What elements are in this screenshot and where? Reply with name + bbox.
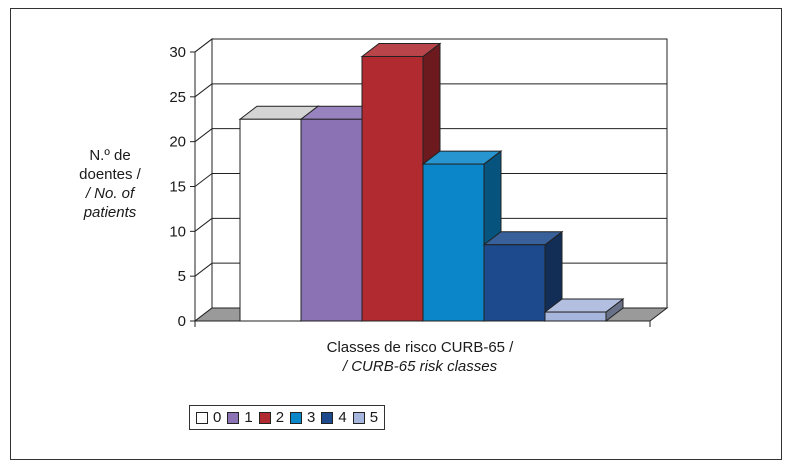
y-tick-label-0: 0 bbox=[178, 313, 186, 330]
legend-label-2: 2 bbox=[275, 409, 285, 426]
y-tick-label-1: 5 bbox=[178, 268, 186, 285]
x-axis-label-line1: Classes de risco CURB-65 / bbox=[326, 339, 514, 356]
legend-label-3: 3 bbox=[307, 409, 316, 426]
legend-item-2: 2 bbox=[258, 409, 285, 426]
legend-swatch-3 bbox=[290, 411, 303, 424]
legend-swatch-1 bbox=[227, 411, 240, 424]
legend-item-0: 0 bbox=[196, 409, 221, 426]
legend-item-5: 5 bbox=[352, 409, 379, 426]
gridline-side-3 bbox=[194, 173, 213, 187]
bar-2 bbox=[361, 55, 424, 322]
y-tick-label-4: 20 bbox=[169, 134, 186, 151]
y-axis-label: N.º de doentes / / No. of patients bbox=[55, 146, 165, 222]
gridline-side-6 bbox=[194, 38, 213, 53]
legend-label-5: 5 bbox=[369, 409, 379, 426]
legend-swatch-2 bbox=[258, 411, 271, 424]
y-axis-label-line1: N.º de bbox=[89, 147, 131, 164]
y-axis-label-line4: patients bbox=[83, 204, 137, 221]
legend: 0 1 2 3 4 5 bbox=[189, 405, 386, 430]
chart-frame bbox=[10, 8, 782, 460]
bar-4 bbox=[483, 244, 546, 322]
y-tick-label-2: 10 bbox=[169, 223, 186, 240]
bar-3 bbox=[422, 163, 485, 322]
legend-item-1: 1 bbox=[227, 409, 253, 426]
legend-item-3: 3 bbox=[290, 409, 315, 426]
y-tick-label-3: 15 bbox=[169, 179, 186, 196]
gridline-side-5 bbox=[194, 83, 213, 98]
gridline-side-1 bbox=[194, 262, 213, 277]
legend-swatch-5 bbox=[352, 411, 365, 424]
x-axis-label: Classes de risco CURB-65 / / CURB-65 ris… bbox=[250, 338, 590, 376]
bar-0 bbox=[239, 118, 302, 322]
gridline-side-4 bbox=[194, 128, 213, 143]
x-axis-label-line2: / CURB-65 risk classes bbox=[342, 358, 498, 375]
legend-swatch-4 bbox=[321, 411, 334, 424]
bar-5 bbox=[544, 311, 607, 322]
legend-label-1: 1 bbox=[244, 409, 253, 426]
y-tick-label-5: 25 bbox=[169, 89, 186, 106]
legend-swatch-0 bbox=[196, 411, 208, 424]
legend-label-4: 4 bbox=[338, 409, 347, 426]
y-tick-label-6: 30 bbox=[169, 44, 186, 61]
y-axis-label-line3: / No. of bbox=[85, 185, 135, 202]
y-axis-label-line2: doentes / bbox=[79, 166, 141, 183]
legend-label-0: 0 bbox=[213, 409, 222, 426]
bar-1 bbox=[300, 118, 363, 322]
gridline-side-2 bbox=[194, 217, 213, 232]
legend-item-4: 4 bbox=[321, 409, 347, 426]
